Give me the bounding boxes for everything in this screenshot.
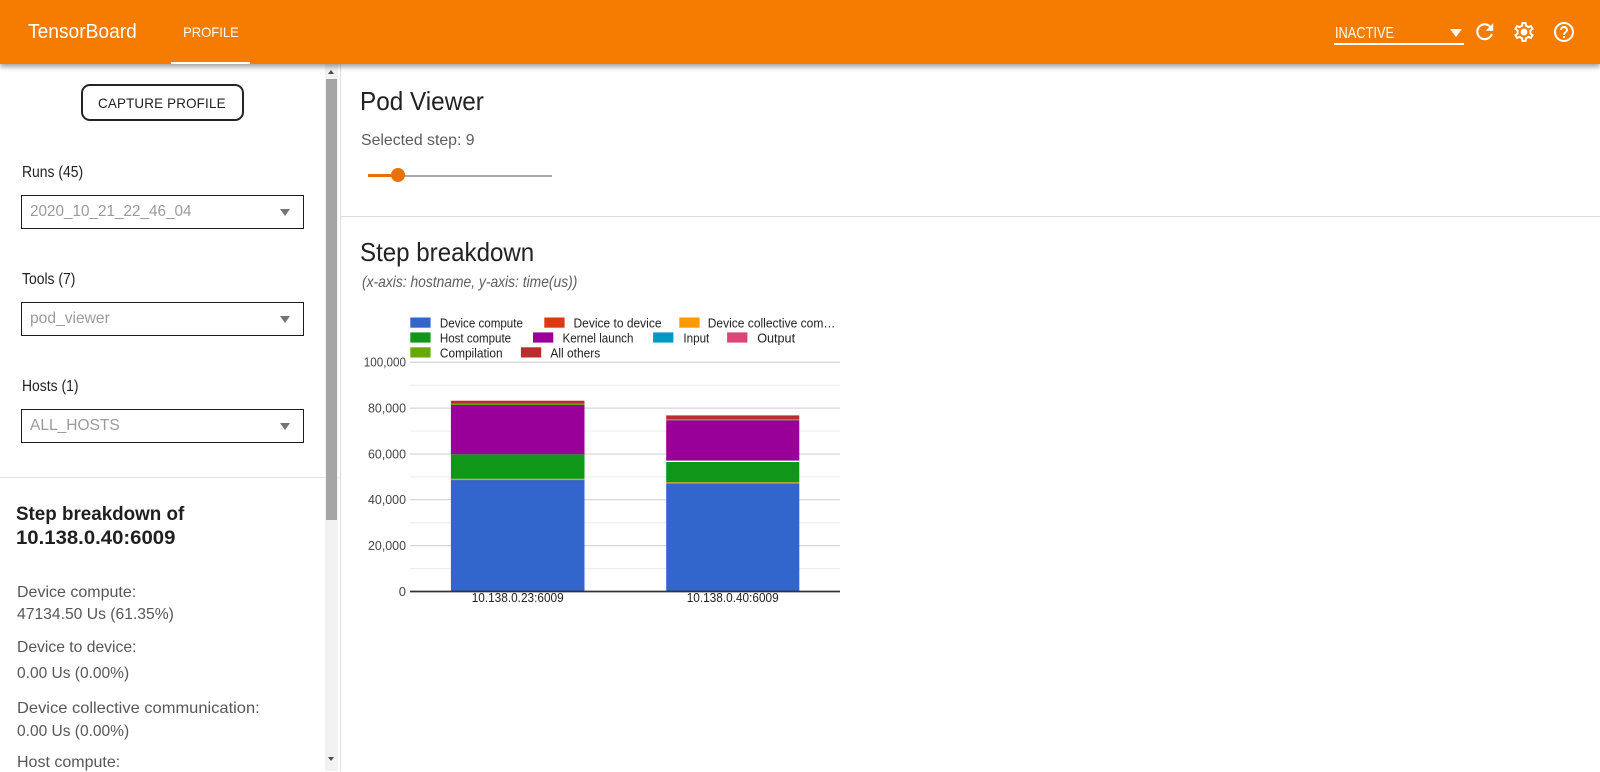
svg-text:10.138.0.40:6009: 10.138.0.40:6009	[687, 590, 779, 605]
svg-text:All others: All others	[550, 345, 600, 360]
svg-text:Kernel launch: Kernel launch	[563, 330, 634, 345]
svg-text:0: 0	[399, 584, 406, 599]
svg-text:Input: Input	[683, 330, 709, 345]
svg-text:20,000: 20,000	[368, 538, 406, 553]
svg-text:80,000: 80,000	[368, 400, 406, 415]
svg-text:40,000: 40,000	[368, 492, 406, 507]
svg-text:10.138.0.23:6009: 10.138.0.23:6009	[472, 590, 564, 605]
svg-text:100,000: 100,000	[364, 355, 406, 370]
svg-text:Compilation: Compilation	[440, 345, 503, 360]
svg-text:Device compute: Device compute	[440, 316, 523, 331]
svg-text:Device to device: Device to device	[574, 316, 662, 331]
svg-text:Output: Output	[757, 330, 795, 345]
svg-text:Device collective com…: Device collective com…	[708, 316, 836, 331]
svg-text:60,000: 60,000	[368, 446, 406, 461]
svg-text:Host compute: Host compute	[440, 330, 511, 345]
